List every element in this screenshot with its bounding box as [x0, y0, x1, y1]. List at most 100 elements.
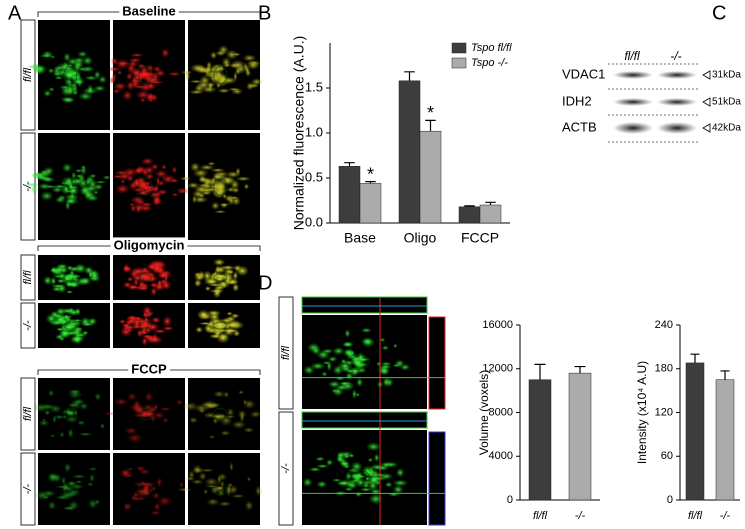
cell-signal	[135, 465, 147, 472]
cell-signal	[249, 410, 262, 418]
cell-signal	[392, 484, 404, 495]
cell-signal	[246, 60, 260, 70]
cell-signal	[143, 165, 156, 175]
panel-letter: B	[258, 2, 271, 24]
nucleus	[213, 407, 228, 421]
cell-signal	[126, 392, 137, 401]
cell-signal	[38, 54, 55, 58]
cell-signal	[126, 328, 133, 332]
cell-signal	[126, 174, 134, 182]
title-bg	[128, 361, 171, 377]
cell-signal	[145, 322, 161, 332]
cell-signal	[345, 372, 354, 380]
cell-signal	[220, 479, 225, 489]
cell-signal	[220, 281, 226, 285]
cell-signal	[191, 189, 206, 199]
cell-signal	[141, 336, 148, 347]
cell-signal	[315, 456, 326, 462]
cell-signal	[336, 479, 352, 487]
cell-signal	[218, 501, 232, 507]
y-tick-label: 1.0	[305, 124, 323, 139]
row-label: -/-	[22, 320, 34, 331]
cell-signal	[39, 191, 54, 201]
cell-signal	[71, 474, 87, 479]
cell-signal	[192, 196, 209, 204]
cell-signal	[75, 174, 83, 178]
error-bar	[534, 363, 546, 380]
blot-band	[613, 122, 653, 134]
cell-signal	[188, 470, 195, 480]
cell-signal	[171, 165, 178, 174]
cell-signal	[61, 273, 72, 285]
x-tick-label: Oligo	[404, 230, 437, 246]
cell-signal	[161, 164, 167, 171]
cell-signal	[68, 186, 78, 196]
cell-signal	[129, 53, 145, 58]
protein-label: IDH2	[562, 93, 592, 108]
cell-signal	[94, 180, 107, 184]
nucleus	[213, 321, 228, 330]
cell-signal	[210, 177, 216, 183]
cell-signal	[74, 168, 84, 173]
cell-signal	[157, 272, 170, 279]
cell-signal	[146, 263, 158, 270]
cell-signal	[233, 264, 242, 272]
cell-signal	[113, 81, 127, 91]
cell-signal	[65, 290, 74, 294]
x-tick-label: -/-	[575, 510, 586, 522]
cell-signal	[24, 182, 40, 187]
cell-signal	[100, 422, 105, 430]
cell-signal	[62, 506, 73, 510]
blot-band	[657, 71, 697, 79]
cell-signal	[392, 363, 401, 368]
y-tick-label: 0	[667, 494, 673, 506]
cell-signal	[116, 69, 123, 76]
cell-signal	[140, 409, 149, 420]
cell-signal	[89, 173, 97, 179]
cell-signal	[202, 183, 212, 189]
cell-signal	[365, 442, 382, 452]
cell-signal	[128, 403, 145, 412]
row-label: -/-	[22, 181, 34, 192]
row-label-box	[20, 377, 36, 451]
cell-signal	[218, 202, 231, 207]
bar	[398, 80, 421, 224]
cell-signal	[158, 407, 173, 411]
cell-signal	[56, 67, 70, 77]
cell-signal	[207, 283, 223, 287]
cell-signal	[118, 319, 127, 325]
cell-signal	[144, 391, 154, 403]
cell-signal	[49, 404, 62, 414]
cell-signal	[204, 285, 211, 292]
cell-signal	[380, 461, 392, 468]
cell-signal	[63, 462, 72, 473]
nucleus	[213, 482, 228, 496]
cell-signal	[231, 494, 245, 498]
cell-signal	[367, 457, 374, 463]
y-tick-label: 0	[507, 494, 513, 506]
y-tick-label: 16000	[482, 319, 513, 331]
cell-signal	[227, 270, 235, 274]
cell-signal	[128, 181, 138, 190]
cell-signal	[140, 157, 155, 166]
cell-signal	[192, 464, 202, 475]
error-bar	[720, 370, 730, 380]
y-axis-label: Normalized fluorescence (A.U.)	[291, 36, 307, 231]
cell-signal	[379, 364, 392, 370]
bar	[528, 379, 552, 501]
cell-signal	[130, 195, 146, 204]
section-title: Oligomycin	[114, 237, 185, 252]
cell-signal	[125, 320, 133, 325]
cell-signal	[102, 175, 112, 180]
legend-swatch	[451, 42, 467, 54]
cell-signal	[182, 401, 199, 411]
cell-signal	[188, 416, 198, 424]
cell-signal	[71, 79, 86, 85]
cell-signal	[147, 335, 164, 344]
cell-signal	[205, 63, 212, 75]
cell-signal	[225, 49, 239, 60]
error-bar	[464, 205, 475, 207]
cell-signal	[108, 76, 116, 85]
cell-signal	[123, 266, 132, 272]
